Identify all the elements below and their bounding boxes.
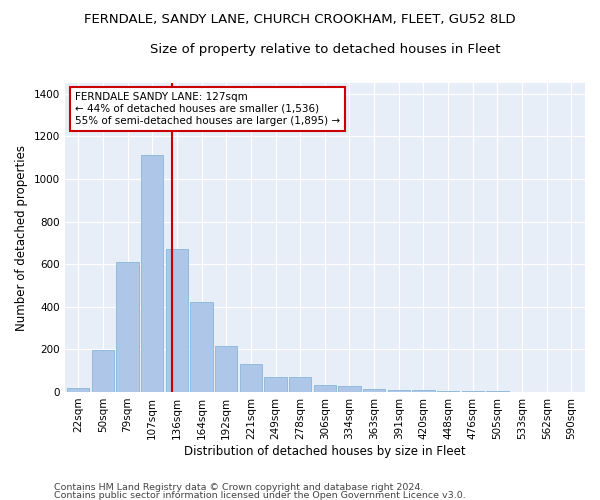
X-axis label: Distribution of detached houses by size in Fleet: Distribution of detached houses by size … bbox=[184, 444, 466, 458]
Bar bbox=[289, 377, 311, 392]
Bar bbox=[116, 262, 139, 392]
Bar bbox=[412, 390, 434, 392]
Text: FERNDALE SANDY LANE: 127sqm
← 44% of detached houses are smaller (1,536)
55% of : FERNDALE SANDY LANE: 127sqm ← 44% of det… bbox=[75, 92, 340, 126]
Bar bbox=[215, 346, 237, 392]
Text: Contains public sector information licensed under the Open Government Licence v3: Contains public sector information licen… bbox=[54, 490, 466, 500]
Bar bbox=[265, 377, 287, 392]
Bar bbox=[314, 384, 336, 392]
Bar bbox=[92, 350, 114, 392]
Text: FERNDALE, SANDY LANE, CHURCH CROOKHAM, FLEET, GU52 8LD: FERNDALE, SANDY LANE, CHURCH CROOKHAM, F… bbox=[84, 12, 516, 26]
Title: Size of property relative to detached houses in Fleet: Size of property relative to detached ho… bbox=[149, 42, 500, 56]
Bar bbox=[190, 302, 212, 392]
Bar bbox=[338, 386, 361, 392]
Y-axis label: Number of detached properties: Number of detached properties bbox=[15, 144, 28, 330]
Bar bbox=[67, 388, 89, 392]
Bar bbox=[388, 390, 410, 392]
Bar bbox=[363, 389, 385, 392]
Bar bbox=[141, 156, 163, 392]
Text: Contains HM Land Registry data © Crown copyright and database right 2024.: Contains HM Land Registry data © Crown c… bbox=[54, 484, 424, 492]
Bar bbox=[166, 249, 188, 392]
Bar bbox=[240, 364, 262, 392]
